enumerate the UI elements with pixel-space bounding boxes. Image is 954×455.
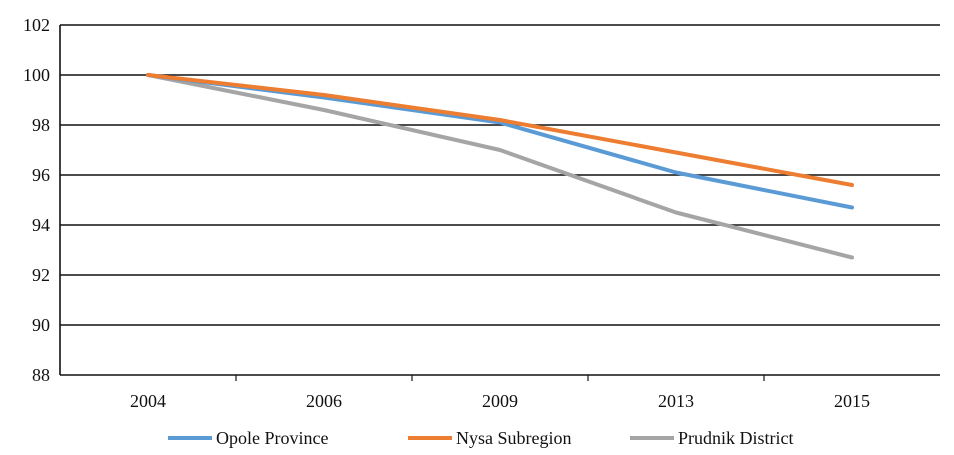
x-tick-label: 2004 (130, 391, 166, 411)
gridlines (59, 24, 940, 381)
series-line-prudnik-district (146, 73, 854, 260)
y-tick-label: 92 (32, 265, 50, 285)
y-tick-label: 94 (32, 215, 50, 235)
y-tick-label: 98 (32, 115, 50, 135)
x-tick-label: 2015 (834, 391, 870, 411)
legend-label-opole-province: Opole Province (216, 428, 328, 448)
x-tick-label: 2009 (482, 391, 518, 411)
y-tick-label: 100 (23, 65, 50, 85)
x-tick-label: 2006 (306, 391, 342, 411)
y-tick-label: 88 (32, 365, 50, 385)
y-tick-label: 102 (23, 15, 50, 35)
y-tick-label: 96 (32, 165, 50, 185)
y-axis-tick-labels: 88 90 92 94 96 98 100 102 (23, 15, 50, 385)
x-tick-label: 2013 (658, 391, 694, 411)
series-line-nysa-subregion (146, 73, 854, 187)
legend: Opole Province Nysa Subregion Prudnik Dist… (168, 428, 794, 448)
legend-label-nysa-subregion: Nysa Subregion (456, 428, 572, 448)
series-lines (146, 73, 854, 260)
x-axis-tick-labels: 2004 2006 2009 2013 2015 (130, 391, 870, 411)
legend-label-prudnik-district: Prudnik District (678, 428, 794, 448)
y-tick-label: 90 (32, 315, 50, 335)
